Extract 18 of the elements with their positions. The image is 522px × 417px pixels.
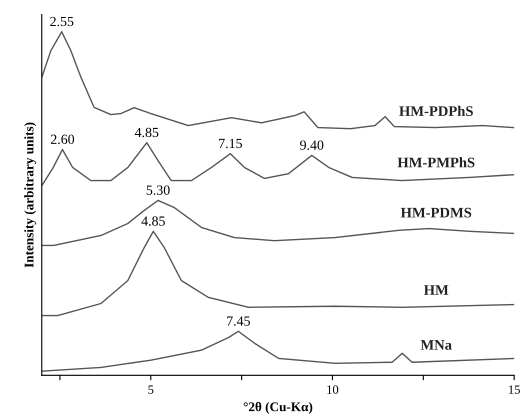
x-tick-label: 15 bbox=[509, 385, 520, 394]
x-axis-title: °2θ (Cu-Kα) bbox=[244, 402, 312, 414]
annotation: 7.15 bbox=[219, 138, 242, 148]
annotation: 9.40 bbox=[300, 140, 324, 150]
annotation: 7.45 bbox=[227, 316, 250, 326]
x-tick-label: 5 bbox=[148, 386, 154, 394]
y-axis-title: Intensity (arbitrary units) bbox=[24, 122, 36, 268]
annotation: 2.55 bbox=[50, 16, 74, 26]
annotation: 4.85 bbox=[141, 216, 165, 226]
series-label: HM bbox=[424, 285, 448, 295]
annotation: 2.60 bbox=[50, 134, 74, 144]
x-tick-label: 10 bbox=[327, 385, 338, 394]
annotation: 4.85 bbox=[134, 128, 158, 138]
series-label: HM-PDMS bbox=[400, 208, 472, 218]
series-label: HM-PDPhS bbox=[399, 106, 473, 116]
series-label: HM-PMPhS bbox=[398, 157, 474, 168]
annotation: 5.30 bbox=[146, 185, 170, 195]
series-label: MNa bbox=[420, 340, 452, 350]
